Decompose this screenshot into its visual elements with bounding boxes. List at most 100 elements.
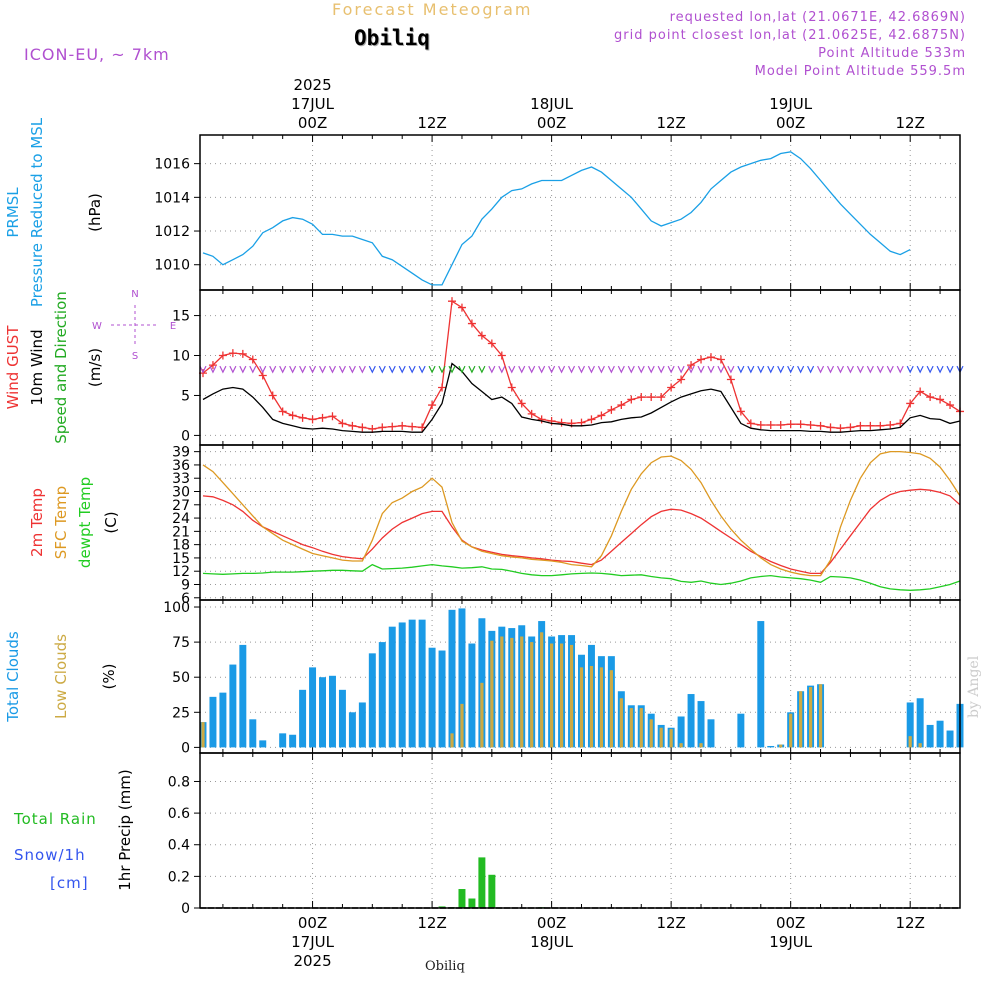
wind-direction-arrow (667, 365, 675, 374)
wind-direction-arrow (846, 365, 854, 374)
total-clouds-bar (428, 647, 436, 748)
total-clouds-bar (408, 619, 416, 748)
gust-marker (527, 409, 536, 418)
wind-direction-arrow (717, 365, 725, 374)
gust-marker (936, 395, 945, 404)
gust-marker (766, 421, 775, 430)
low-clouds-bar (679, 743, 683, 748)
axis-title: Pressure Reduced to MSL (28, 117, 46, 307)
wind-direction-arrow (309, 365, 317, 374)
wind-direction-arrow (627, 365, 635, 374)
top-time-label: 19JUL (769, 95, 812, 113)
watermark: by Angel (966, 655, 982, 718)
total-clouds-bar (677, 716, 685, 748)
total-rain-bar (438, 906, 446, 908)
gust-marker (647, 393, 656, 402)
axis-title: (m/s) (86, 348, 104, 387)
low-clouds-bar (599, 667, 604, 748)
low-clouds-bar (589, 665, 594, 748)
gust-marker (218, 351, 227, 360)
y-tick-label: 36 (172, 458, 190, 474)
gust-marker (866, 421, 875, 430)
gust-marker (697, 355, 706, 364)
requested-point: requested lon,lat (21.0671E, 42.6869N) (669, 10, 966, 25)
gust-marker (457, 303, 466, 312)
wind-direction-arrow (817, 365, 825, 374)
total-clouds-bar (458, 608, 466, 748)
wind-direction-arrow (348, 365, 356, 374)
bottom-time-label: 12Z (656, 914, 685, 932)
wind-direction-arrow (856, 365, 864, 374)
total-clouds-bar (219, 692, 227, 748)
wind-direction-arrow (936, 365, 944, 374)
wind-direction-arrow (787, 365, 795, 374)
bottom-time-label: 00Z (298, 914, 327, 932)
low-clouds-bar (818, 684, 823, 748)
total-clouds-bar (767, 745, 775, 748)
total-clouds-bar (906, 702, 914, 748)
wind-direction-arrow (328, 365, 337, 374)
total-clouds-bar (438, 650, 446, 748)
y-tick-label: 1016 (154, 157, 190, 173)
wind-direction-arrow (358, 365, 366, 374)
gust-marker (826, 423, 835, 432)
precip-frame (199, 752, 961, 909)
wind-direction-arrow (478, 365, 486, 374)
gust-marker (208, 361, 217, 370)
y-tick-label: 12 (172, 564, 190, 580)
wind-direction-arrow (269, 365, 277, 374)
wind-direction-arrow (687, 365, 695, 374)
low-clouds-bar (480, 682, 484, 748)
model-point-altitude: Model Point Altitude 559.5m (754, 64, 966, 79)
gust-marker (428, 401, 437, 410)
location-title: Obiliq (354, 26, 430, 50)
y-tick-label: 21 (172, 524, 190, 540)
wind-direction-arrow (279, 365, 287, 374)
gust-marker (916, 387, 925, 396)
total-clouds-bar (697, 701, 705, 748)
low-clouds-bar (550, 643, 554, 748)
wind-direction-arrow (727, 365, 735, 374)
y-tick-label: 39 (172, 445, 190, 461)
wind-direction-arrow (836, 365, 845, 374)
y-tick-label: 75 (172, 635, 190, 651)
y-tick-label: 15 (172, 551, 190, 567)
gust-marker (736, 407, 745, 416)
wind-direction-arrow (498, 365, 506, 374)
y-tick-label: 0 (181, 740, 190, 756)
total-rain-bar (478, 857, 486, 908)
axis-title: (hPa) (86, 193, 104, 232)
low-clouds-bar (609, 670, 613, 748)
gust-marker (487, 339, 496, 348)
gust-marker (587, 415, 596, 424)
gust-marker (338, 419, 347, 428)
wind-direction-arrow (747, 365, 755, 374)
axis-title: dewpt Temp (76, 477, 94, 568)
gust-marker (238, 349, 247, 358)
gust-marker (268, 391, 277, 400)
total-clouds-bar (328, 675, 336, 748)
bottom-time-label: 2025 (293, 952, 331, 970)
gust-marker (716, 355, 725, 364)
wind-direction-arrow (318, 365, 327, 374)
gust-marker (806, 421, 815, 430)
gust-marker (248, 355, 257, 364)
wind-direction-arrow (946, 365, 954, 374)
wind-direction-arrow (886, 365, 894, 374)
wind-direction-arrow (577, 365, 586, 374)
wind-direction-arrow (876, 365, 884, 374)
total-clouds-bar (249, 719, 257, 748)
y-tick-label: 6 (181, 591, 190, 607)
total-clouds-bar (289, 734, 297, 748)
gust-marker (358, 423, 367, 432)
gust-marker (667, 383, 676, 392)
wind-direction-arrow (388, 365, 396, 374)
gust-marker (617, 401, 626, 410)
top-time-label: 00Z (537, 114, 566, 132)
gust-marker (408, 422, 417, 431)
total-clouds-bar (378, 642, 386, 748)
gust-marker (896, 419, 905, 428)
bottom-time-label: 17JUL (291, 933, 334, 951)
wind-direction-arrow (567, 365, 576, 374)
compass-s: S (132, 351, 138, 362)
